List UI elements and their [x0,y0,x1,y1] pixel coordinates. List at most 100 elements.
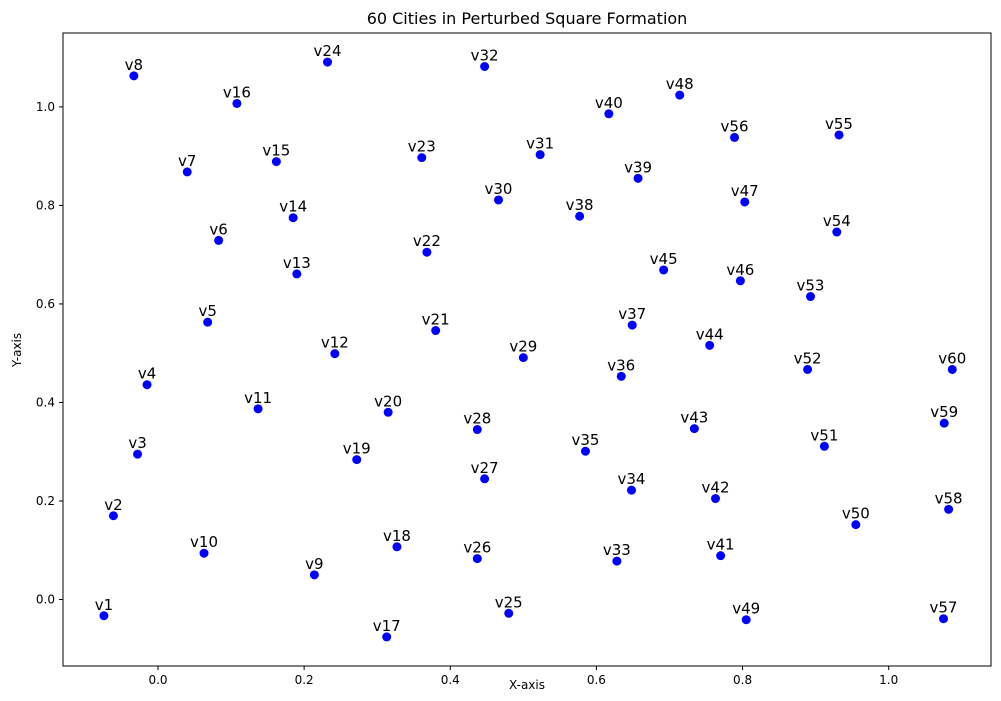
city-label-v25: v25 [495,593,523,611]
city-label-v17: v17 [373,617,401,635]
city-label-v47: v47 [731,182,759,200]
city-label-v29: v29 [509,338,537,356]
city-point-v42 [711,494,721,504]
city-point-v30 [494,195,504,205]
city-point-v26 [472,554,482,564]
city-point-v7 [182,167,192,177]
city-label-v52: v52 [794,349,822,367]
city-point-v48 [675,90,685,100]
city-point-v9 [309,570,319,580]
city-point-v53 [806,292,816,302]
city-point-v18 [392,542,402,552]
x-tick-label: 0.0 [148,673,167,687]
x-tick-label: 0.4 [441,673,460,687]
city-point-v22 [422,247,432,257]
city-label-v59: v59 [930,403,958,421]
city-label-v41: v41 [707,536,735,554]
city-label-v27: v27 [471,459,499,477]
city-label-v15: v15 [262,142,290,160]
city-point-v10 [199,548,209,558]
city-label-v30: v30 [485,180,513,198]
x-axis-label: X-axis [509,678,545,692]
city-point-v1 [99,611,109,621]
city-point-v59 [939,418,949,428]
city-label-v18: v18 [383,527,411,545]
city-point-v49 [741,615,751,625]
city-point-v2 [108,511,118,521]
x-axis-ticks: 0.0 0.2 0.4 0.6 0.8 1.0 [148,666,898,687]
city-label-v50: v50 [842,505,870,523]
city-point-v33 [612,556,622,566]
city-point-v37 [627,320,637,330]
city-point-v8 [129,71,139,81]
city-point-v43 [689,424,699,434]
city-point-v6 [214,235,224,245]
city-point-v27 [480,474,490,484]
city-point-v44 [705,340,715,350]
city-point-v35 [580,446,590,456]
city-point-v14 [288,213,298,223]
city-label-v1: v1 [95,596,113,614]
city-label-v22: v22 [413,232,441,250]
city-point-v28 [472,425,482,435]
city-label-v40: v40 [595,94,623,112]
city-point-v4 [142,380,152,390]
y-tick-label: 0.2 [36,494,55,508]
x-tick-label: 0.8 [733,673,752,687]
city-label-v46: v46 [726,261,754,279]
y-axis-ticks: 0.0 0.2 0.4 0.6 0.8 1.0 [36,100,63,606]
city-label-v28: v28 [463,410,491,428]
city-label-v32: v32 [471,46,499,64]
city-point-v19 [352,455,362,465]
city-label-v20: v20 [374,392,402,410]
axes-frame [62,32,992,667]
city-point-v39 [633,173,643,183]
city-point-v40 [604,109,614,119]
city-point-v21 [431,326,441,336]
y-tick-label: 0.4 [36,395,55,409]
city-label-v51: v51 [810,426,838,444]
y-tick-label: 0.6 [36,297,55,311]
city-point-v29 [518,353,528,363]
city-label-v42: v42 [702,479,730,497]
city-point-v24 [323,57,333,67]
city-label-v44: v44 [696,325,724,343]
city-label-v43: v43 [680,409,708,427]
city-label-v35: v35 [571,431,599,449]
city-label-v8: v8 [125,56,143,74]
city-point-v15 [271,157,281,167]
city-point-v46 [735,276,745,286]
city-label-v4: v4 [138,365,156,383]
city-label-v57: v57 [930,599,958,617]
city-point-v38 [575,211,585,221]
city-label-v39: v39 [624,158,652,176]
city-point-v50 [851,520,861,530]
city-label-v54: v54 [823,212,851,230]
city-label-v7: v7 [178,152,196,170]
city-label-v36: v36 [607,356,635,374]
city-point-v36 [616,371,626,381]
city-label-v6: v6 [209,220,227,238]
city-label-v16: v16 [223,83,251,101]
city-point-v60 [947,364,957,374]
city-label-v37: v37 [618,305,646,323]
city-label-v33: v33 [603,541,631,559]
city-point-v55 [834,130,844,140]
city-label-v11: v11 [244,389,272,407]
city-label-v55: v55 [825,115,853,133]
x-tick-label: 0.2 [295,673,314,687]
city-label-v5: v5 [198,302,216,320]
city-label-v45: v45 [650,250,678,268]
city-point-v16 [232,98,242,108]
city-label-v9: v9 [305,555,323,573]
city-label-v12: v12 [321,334,349,352]
chart-title: 60 Cities in Perturbed Square Formation [367,9,688,28]
city-point-v5 [203,317,213,327]
city-label-v60: v60 [938,349,966,367]
city-label-v3: v3 [128,434,146,452]
y-tick-label: 0.0 [36,592,55,606]
x-tick-label: 1.0 [879,673,898,687]
city-point-v51 [819,441,829,451]
city-label-v14: v14 [279,198,307,216]
city-point-v52 [803,364,813,374]
